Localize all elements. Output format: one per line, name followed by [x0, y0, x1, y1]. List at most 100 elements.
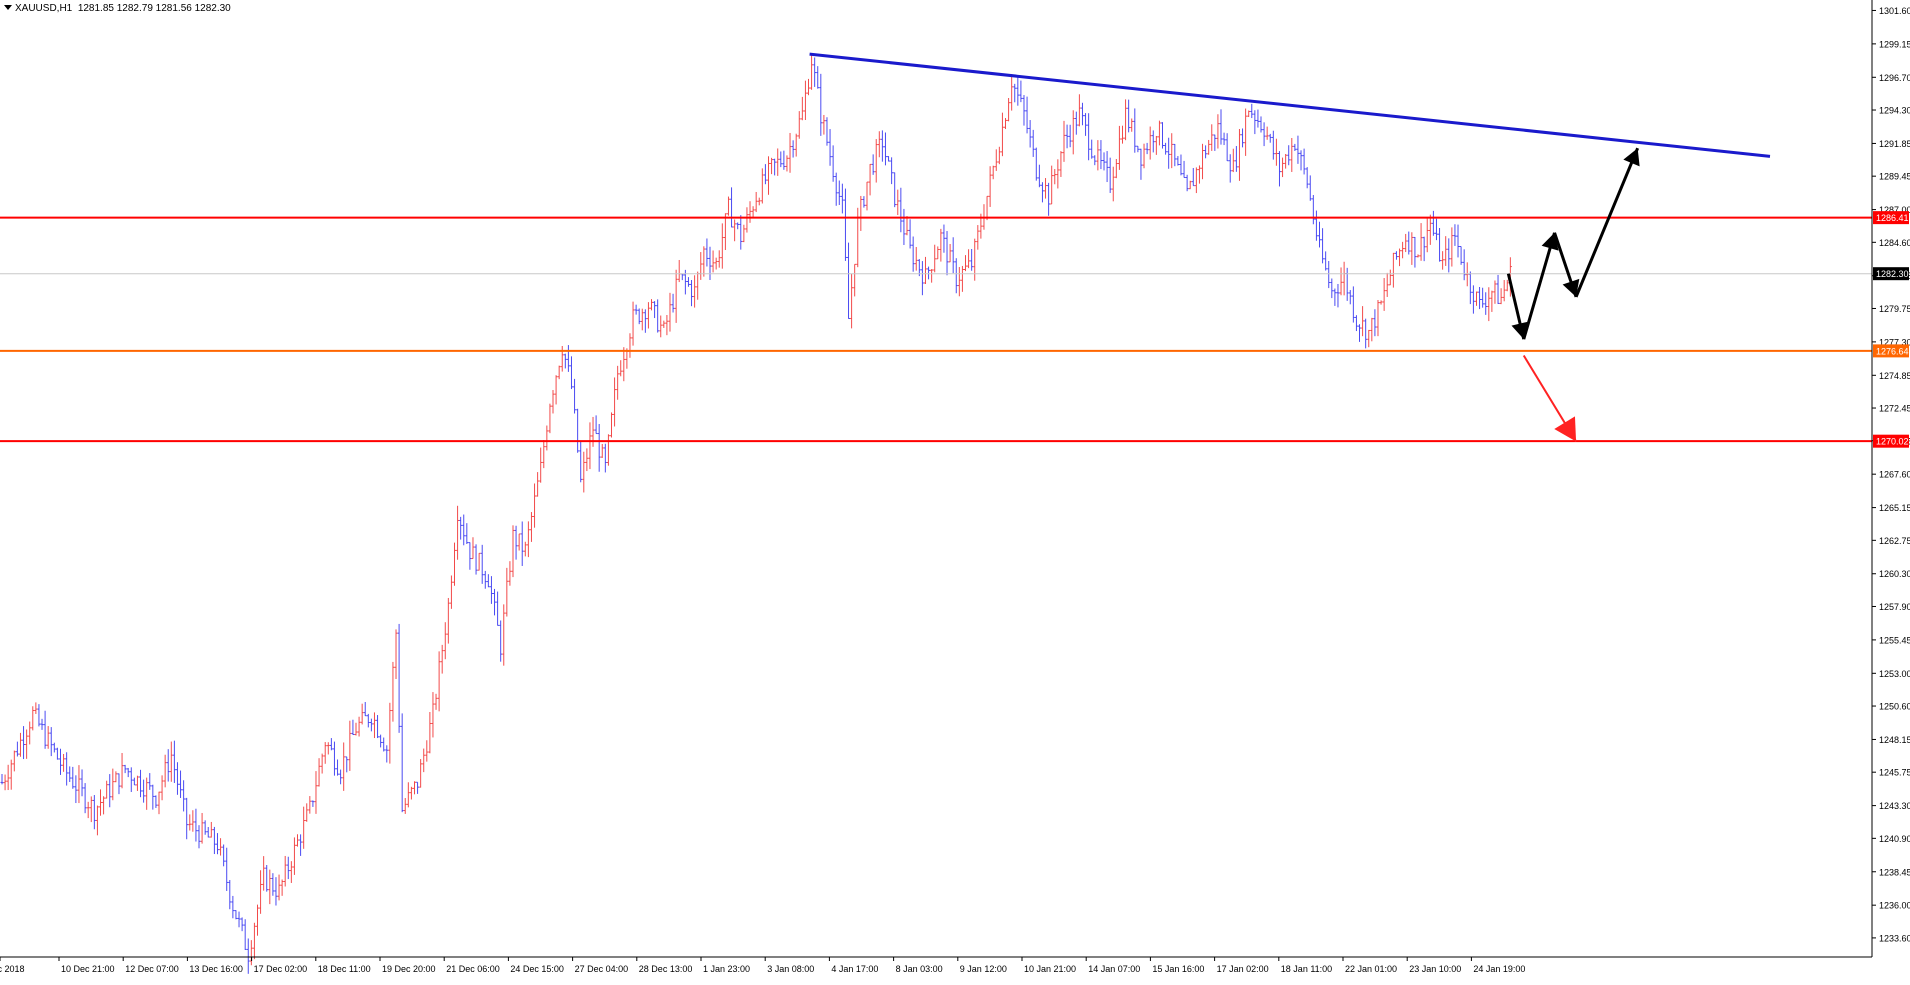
ohlc-bar [609, 412, 613, 438]
ohlc-bar [43, 710, 47, 749]
ohlc-bar [1093, 155, 1097, 166]
price-tick-label: 1291.85 [1879, 139, 1910, 149]
price-tick-label: 1233.60 [1879, 933, 1910, 943]
ohlc-bar [834, 172, 838, 206]
ohlc-bar [339, 769, 343, 785]
ohlc-bar [49, 727, 53, 757]
ohlc-bar [9, 759, 13, 790]
arrow-head-icon [1562, 278, 1580, 297]
ohlc-bar [742, 224, 746, 243]
ohlc-bar [631, 301, 635, 346]
ohlc-bar [249, 940, 253, 966]
ohlc-bar [791, 140, 795, 158]
ohlc-bar [105, 780, 109, 799]
ohlc-bar [403, 798, 407, 814]
ohlc-bar [89, 796, 93, 823]
ohlc-bar [1361, 306, 1365, 337]
ohlc-bar [1130, 118, 1134, 132]
price-tick-label: 1272.45 [1879, 404, 1910, 414]
ohlc-bar [28, 721, 32, 745]
ohlc-bar [807, 78, 811, 96]
ohlc-bar [653, 301, 657, 319]
ohlc-bar [209, 821, 213, 838]
ohlc-bar [1351, 286, 1355, 323]
ohlc-bar [1234, 146, 1238, 172]
ohlc-bar [55, 747, 59, 760]
ohlc-bar [126, 767, 130, 778]
ohlc-bar [1182, 160, 1186, 179]
ohlc-bar [1474, 291, 1478, 306]
ohlc-bar [822, 114, 826, 135]
ohlc-bar [320, 753, 324, 774]
ohlc-bar [1391, 252, 1395, 288]
ohlc-bar [751, 206, 755, 217]
ohlc-bar [1277, 151, 1281, 187]
ohlc-bar [988, 166, 992, 207]
ohlc-bar [1148, 126, 1152, 160]
ohlc-bar [474, 544, 478, 575]
ohlc-bar [542, 440, 546, 469]
ohlc-bar [770, 157, 774, 175]
ohlc-bar [1142, 143, 1146, 169]
ohlc-bar [843, 188, 847, 261]
ohlc-bar [234, 910, 238, 920]
ohlc-bar [514, 525, 518, 560]
ohlc-bar [1139, 148, 1143, 180]
ohlc-bar [557, 365, 561, 380]
ohlc-bar [1167, 137, 1171, 169]
ohlc-bar [1336, 283, 1340, 308]
price-tick-label: 1265.15 [1879, 503, 1910, 513]
ohlc-bar [1216, 114, 1220, 149]
ohlc-bar [877, 131, 881, 158]
ohlc-bar [117, 773, 121, 795]
ohlc-bar [1314, 210, 1318, 241]
ohlc-bar [3, 774, 7, 791]
projection-segment [1522, 232, 1556, 340]
dropdown-triangle-icon[interactable] [4, 5, 12, 10]
ohlc-bar [1179, 154, 1183, 176]
ohlc-bar [582, 451, 586, 493]
ohlc-bar [308, 796, 312, 814]
ohlc-bar [1410, 232, 1414, 265]
ohlc-bar [766, 156, 770, 195]
svg-text:1276.64: 1276.64 [1876, 346, 1909, 356]
ohlc-bar [502, 604, 506, 666]
ohlc-bar [329, 738, 333, 751]
ohlc-bar [419, 759, 423, 788]
ohlc-bar [862, 196, 866, 208]
time-tick-label: 18 Jan 11:00 [1281, 964, 1332, 974]
trendline[interactable] [809, 52, 1771, 158]
ohlc-bar [477, 552, 481, 571]
ohlc-bar [351, 719, 355, 736]
ohlc-bar [1354, 315, 1358, 332]
time-tick-label: 18 Dec 11:00 [318, 964, 371, 974]
ohlc-bar [274, 877, 278, 906]
ohlc-bar [529, 512, 533, 542]
ohlc-bar [74, 775, 78, 804]
ohlc-bar [34, 702, 38, 714]
ohlc-bar [1416, 254, 1420, 258]
ohlc-bar [874, 139, 878, 183]
ohlc-bar [1281, 157, 1285, 178]
ohlc-bar [868, 163, 872, 196]
ohlc-bar [1204, 145, 1208, 159]
ohlc-bar [1145, 142, 1149, 155]
ohlc-bar [1040, 182, 1044, 203]
ohlc-bar [640, 308, 644, 331]
price-tick-label: 1289.45 [1879, 172, 1910, 182]
ohlc-bar [702, 246, 706, 277]
ohlc-bar [1004, 118, 1008, 130]
time-tick-label: 13 Dec 16:00 [189, 964, 243, 974]
ohlc-bar [773, 158, 777, 176]
ohlc-bar [536, 472, 540, 497]
ohlc-bar [259, 870, 263, 914]
ohlc-bar [911, 236, 915, 272]
ohlc-bar [745, 207, 749, 233]
ohlc-bar [219, 838, 223, 856]
ohlc-bar [268, 869, 272, 905]
ohlc-bar [708, 246, 712, 280]
ohlc-bar [92, 795, 96, 830]
price-tick-label: 1260.30 [1879, 569, 1910, 579]
